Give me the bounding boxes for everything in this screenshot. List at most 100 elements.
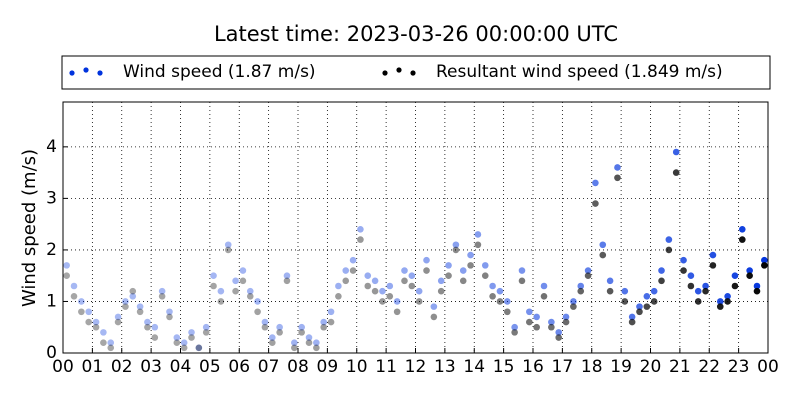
data-point [78, 308, 85, 316]
data-point [694, 298, 702, 305]
data-point [173, 339, 181, 346]
x-tick-label: 12 [405, 357, 427, 377]
data-point [423, 267, 430, 274]
data-point [144, 323, 151, 331]
legend-marker [410, 70, 416, 76]
data-point [276, 323, 283, 331]
data-point [107, 339, 115, 346]
data-point [577, 287, 585, 295]
data-point [511, 329, 518, 336]
data-point [202, 323, 210, 331]
x-tick-label: 23 [728, 357, 750, 377]
data-point [188, 334, 195, 341]
x-tick-label: 00 [52, 357, 74, 377]
data-point [291, 344, 298, 352]
data-point [570, 303, 577, 310]
data-point [503, 298, 511, 305]
data-point [709, 262, 717, 269]
data-point [379, 298, 386, 305]
data-point [526, 318, 533, 326]
x-tick-label: 03 [140, 357, 162, 377]
x-tick-label: 13 [434, 357, 456, 377]
data-point [474, 231, 482, 238]
data-point [474, 241, 482, 249]
data-point [313, 344, 320, 352]
data-point [562, 318, 570, 326]
data-point [650, 287, 658, 295]
data-point [658, 277, 665, 285]
x-tick-label: 20 [640, 357, 662, 377]
x-tick-label: 11 [375, 357, 397, 377]
data-point [70, 293, 78, 300]
data-point [305, 339, 313, 346]
data-point [672, 148, 680, 156]
data-point [357, 226, 364, 233]
data-point [327, 308, 335, 316]
data-point [136, 303, 144, 310]
data-point [70, 282, 78, 290]
x-tick-label: 01 [82, 357, 104, 377]
x-tick-label: 09 [317, 357, 339, 377]
data-point [335, 282, 342, 290]
data-point [643, 293, 651, 300]
data-point [731, 272, 739, 279]
y-axis-label: Wind speed (m/s) [19, 149, 40, 307]
data-point [114, 318, 122, 326]
data-point [481, 272, 489, 279]
data-point [342, 277, 350, 285]
data-point [107, 344, 115, 352]
data-point [85, 318, 93, 326]
data-point [592, 200, 599, 207]
data-point [548, 318, 555, 326]
x-tick-label: 14 [463, 357, 485, 377]
data-point [445, 272, 452, 279]
data-point [188, 329, 195, 336]
data-point [658, 267, 665, 274]
x-tick-label: 02 [111, 357, 133, 377]
data-point [724, 293, 731, 300]
data-point [636, 308, 643, 316]
data-point [423, 256, 430, 264]
data-point [753, 282, 761, 290]
x-tick-label: 00 [757, 357, 779, 377]
data-point [254, 308, 261, 316]
data-point [144, 318, 151, 326]
data-point [437, 277, 445, 285]
data-point [621, 287, 629, 295]
data-point [92, 323, 100, 331]
data-point [364, 272, 372, 279]
data-point [481, 262, 489, 269]
y-tick-label: 2 [46, 240, 57, 260]
data-point [511, 323, 518, 331]
data-point [724, 298, 731, 305]
data-point [122, 298, 129, 305]
data-point [415, 287, 423, 295]
data-point [342, 267, 350, 274]
data-point [606, 277, 614, 285]
data-point [437, 287, 445, 295]
data-point [173, 334, 181, 341]
x-tick-label: 08 [287, 357, 309, 377]
data-point [459, 267, 467, 274]
data-point [166, 308, 173, 316]
data-point [335, 293, 342, 300]
data-point [408, 282, 416, 290]
legend-label: Wind speed (1.87 m/s) [123, 62, 316, 82]
data-point [680, 256, 687, 264]
data-point [210, 282, 217, 290]
data-point [467, 251, 474, 259]
data-point [151, 323, 159, 331]
data-point [606, 287, 614, 295]
data-point [349, 267, 357, 274]
data-point [592, 179, 599, 187]
data-point [614, 174, 621, 182]
data-point [452, 241, 460, 249]
data-point [489, 293, 496, 300]
x-tick-label: 16 [522, 357, 544, 377]
data-point [261, 323, 269, 331]
data-point [386, 282, 394, 290]
x-tick-label: 21 [669, 357, 691, 377]
data-point [401, 267, 408, 274]
data-point [761, 262, 768, 269]
